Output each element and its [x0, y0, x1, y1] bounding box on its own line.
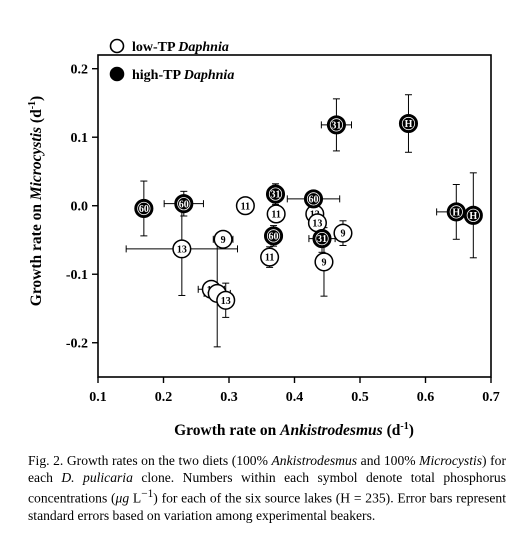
point-label: 9: [321, 258, 326, 269]
legend-label-low: low-TP Daphnia: [132, 40, 229, 55]
point-label: 13: [221, 296, 231, 307]
point-inner-ring: [137, 201, 151, 216]
point-inner-ring: [449, 205, 463, 219]
point-inner-ring: [177, 197, 191, 211]
data-markers: 139111113111113139960603160603131HHH: [134, 113, 483, 310]
low-tp-point: [333, 223, 353, 243]
point-label: H: [469, 211, 477, 222]
legend-label-high: high-TP Daphnia: [132, 68, 234, 83]
point-label: 9: [340, 229, 345, 240]
point-label: 11: [271, 210, 280, 221]
y-tick-label: 0.1: [71, 131, 89, 146]
point-inner-ring: [266, 229, 281, 243]
low-tp-point: [260, 247, 280, 267]
axis-ticks: 0.1 0.2 0.3 0.4 0.5 0.6 0.7 0.2 0.1 0.0 -0.1 -0.2: [66, 63, 500, 405]
point-label: 60: [139, 204, 149, 215]
legend-filled-marker: [109, 66, 125, 82]
point-label: 60: [269, 231, 279, 242]
legend-open-marker: [109, 38, 125, 54]
y-tick-label: -0.1: [66, 268, 88, 283]
point-label: 11: [265, 253, 274, 264]
point-label: 9: [221, 235, 226, 246]
low-tp-point: [213, 229, 233, 249]
x-tick-label: 0.4: [286, 390, 304, 405]
point-label: 13: [312, 218, 322, 229]
plot-frame: [97, 54, 492, 378]
point-label: 31: [331, 120, 341, 131]
point-label: 60: [179, 199, 189, 210]
y-tick-label: -0.2: [66, 337, 88, 352]
point-label: 31: [317, 234, 327, 245]
y-tick-label: 0.2: [71, 63, 89, 78]
error-bars: [125, 94, 477, 348]
low-tp-point: [172, 239, 192, 259]
low-tp-point: [266, 204, 286, 224]
x-tick-label: 0.7: [482, 390, 500, 405]
x-tick-label: 0.2: [155, 390, 173, 405]
figure-caption: Fig. 2. Growth rates on the two diets (1…: [28, 453, 506, 524]
legend: low-TP Daphnia high-TP Daphnia: [109, 38, 234, 83]
point-inner-ring: [401, 116, 416, 131]
point-inner-ring: [268, 187, 283, 201]
x-tick-label: 0.5: [351, 390, 369, 405]
x-tick-label: 0.3: [220, 390, 238, 405]
x-axis-label: Growth rate on Ankistrodesmus (d-1): [174, 421, 414, 439]
point-label: H: [452, 207, 460, 218]
point-label: 13: [177, 244, 187, 255]
x-tick-label: 0.6: [417, 390, 435, 405]
y-axis-label: Growth rate on Microcystis (d-1): [27, 96, 45, 306]
y-tick-label: 0.0: [71, 200, 89, 215]
low-tp-point: [216, 290, 236, 310]
point-label: 11: [241, 201, 250, 212]
point-inner-ring: [315, 232, 329, 246]
low-tp-point: [235, 196, 255, 216]
scatter-chart: 0.1 0.2 0.3 0.4 0.5 0.6 0.7 0.2 0.1 0.0 -0.1 -0.2 1…: [27, 38, 500, 439]
point-label: H: [405, 119, 413, 130]
point-label: 31: [271, 190, 281, 201]
point-inner-ring: [306, 192, 321, 206]
point-label: 60: [308, 194, 318, 205]
x-tick-label: 0.1: [89, 390, 107, 405]
low-tp-point: [314, 252, 334, 272]
point-inner-ring: [329, 118, 344, 132]
point-inner-ring: [466, 208, 480, 222]
